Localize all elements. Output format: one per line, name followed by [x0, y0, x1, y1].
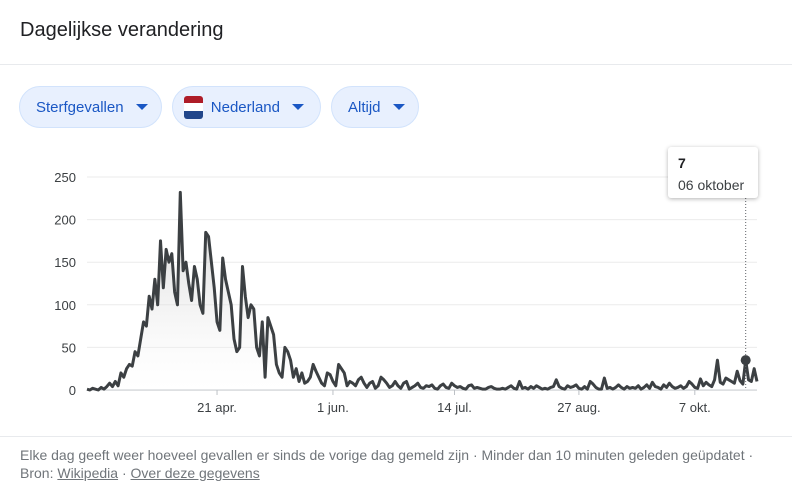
x-tick-label: 14 jul.	[437, 400, 472, 415]
x-tick-label: 21 apr.	[197, 400, 237, 415]
footer-divider	[0, 436, 792, 437]
y-tick-label: 250	[54, 170, 76, 185]
footer-separator: ·	[121, 465, 127, 481]
y-tick-label: 100	[54, 298, 76, 313]
y-axis: 0 50 100 150 200 250	[54, 170, 76, 398]
tooltip: 7 06 oktober	[668, 147, 758, 198]
chevron-down-icon	[392, 104, 405, 110]
footer-separator: ·	[748, 447, 754, 463]
range-filter-label: Altijd	[348, 98, 381, 116]
chevron-down-icon	[135, 104, 148, 110]
y-tick-label: 50	[62, 340, 76, 355]
y-tick-label: 200	[54, 213, 76, 228]
tooltip-date: 06 oktober	[678, 177, 745, 193]
hover-point	[740, 355, 751, 366]
chevron-down-icon	[292, 104, 304, 110]
series-area	[87, 192, 757, 390]
x-axis: 21 apr. 1 jun. 14 jul. 27 aug. 7 okt.	[197, 390, 711, 415]
footer-source-prefix: Bron:	[20, 465, 54, 481]
y-tick-label: 0	[69, 383, 76, 398]
range-filter-chip[interactable]: Altijd	[331, 86, 419, 128]
region-filter-chip[interactable]: Nederland	[172, 86, 321, 128]
header-divider	[0, 64, 792, 65]
footer: Elke dag geeft weer hoeveel gevallen er …	[20, 446, 760, 482]
wikipedia-link[interactable]: Wikipedia	[57, 465, 119, 481]
x-tick-label: 7 okt.	[679, 400, 711, 415]
x-tick-label: 27 aug.	[557, 400, 600, 415]
netherlands-flag-icon	[184, 95, 203, 119]
y-tick-label: 150	[54, 255, 76, 270]
tooltip-value: 7	[678, 155, 686, 171]
x-tick-label: 1 jun.	[317, 400, 349, 415]
footer-note: Elke dag geeft weer hoeveel gevallen er …	[20, 447, 745, 463]
region-filter-label: Nederland	[210, 98, 280, 116]
series-line	[86, 190, 759, 392]
metric-filter-chip[interactable]: Sterfgevallen	[19, 86, 162, 128]
about-data-link[interactable]: Over deze gegevens	[130, 465, 260, 481]
metric-filter-label: Sterfgevallen	[36, 98, 124, 116]
chart-title: Dagelijkse verandering	[20, 19, 224, 41]
daily-change-chart[interactable]: 0 50 100 150 200 250 21 apr. 1 jun. 14 jul. 27 a…	[0, 0, 792, 440]
